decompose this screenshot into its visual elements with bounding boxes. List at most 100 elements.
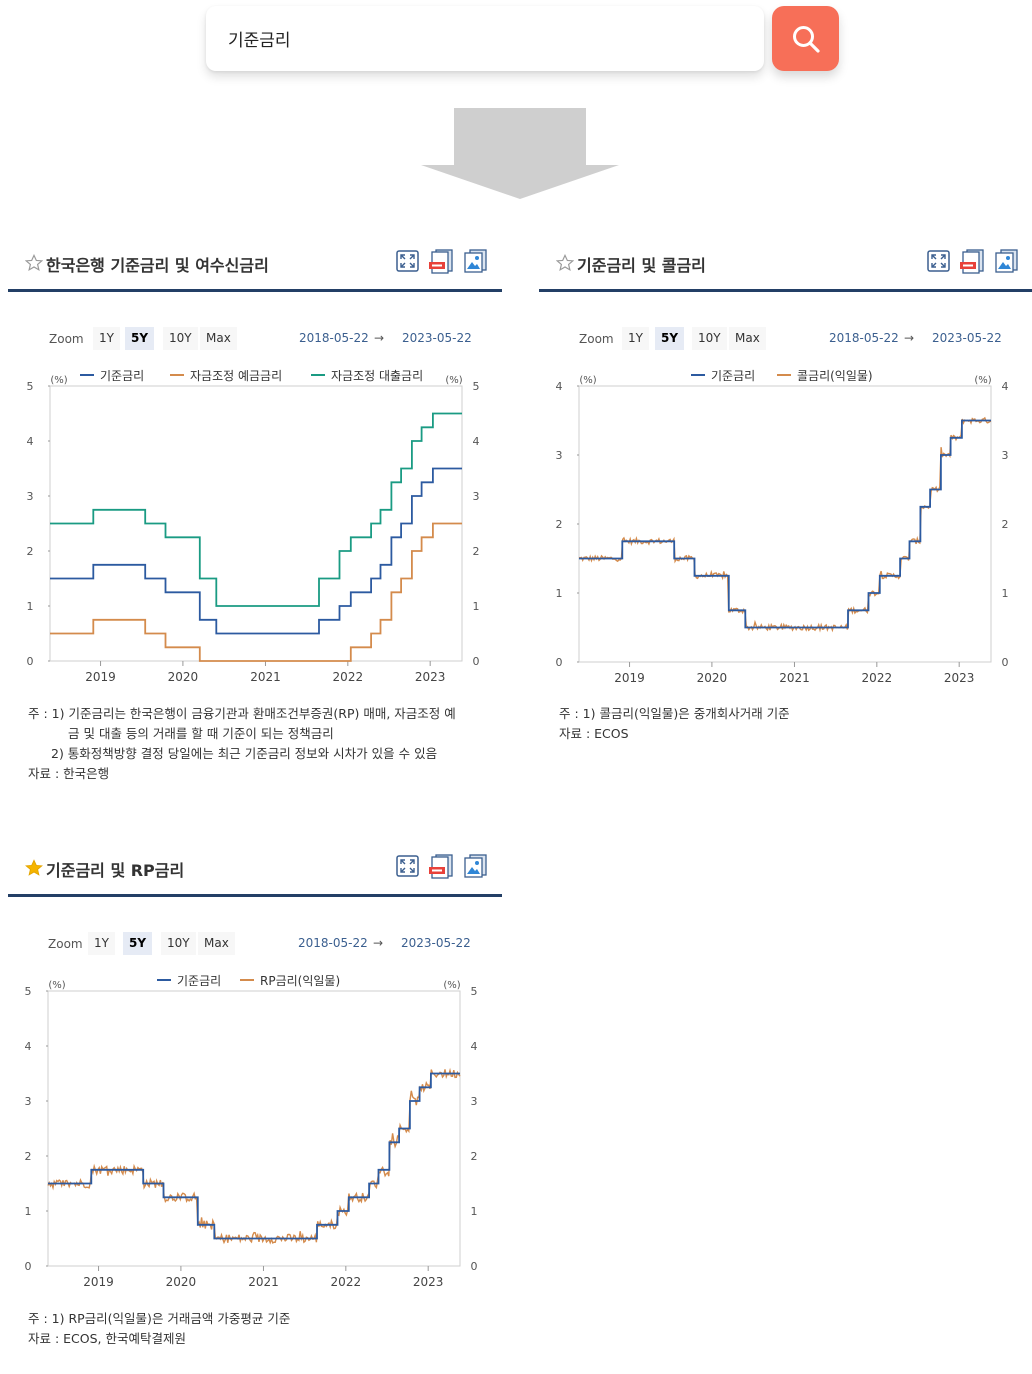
unit-label-left: (%) <box>50 375 67 386</box>
y-tick-left: 3 <box>27 490 34 503</box>
y-tick-left: 5 <box>27 380 34 393</box>
y-tick-right: 0 <box>473 655 480 668</box>
chart-notes: 주 : 1) 기준금리는 한국은행이 금융기관과 환매조건부증권(RP) 매매,… <box>28 704 456 784</box>
y-tick-right: 2 <box>473 545 480 558</box>
panel-title: 한국은행 기준금리 및 여수신금리 <box>46 256 269 275</box>
zoom-button-10y[interactable]: 10Y <box>692 327 727 350</box>
zoom-label: Zoom <box>48 937 83 951</box>
image-download-icon[interactable] <box>462 248 488 274</box>
fullscreen-icon[interactable] <box>395 248 421 274</box>
zoom-button-5y[interactable]: 5Y <box>123 932 153 955</box>
date-to[interactable]: 2023-05-22 <box>402 331 472 345</box>
x-tick-label: 2021 <box>779 671 810 685</box>
zoom-button-max[interactable]: Max <box>200 327 237 350</box>
image-download-icon[interactable] <box>993 248 1019 274</box>
date-from[interactable]: 2018-05-22 <box>298 936 368 950</box>
star-filled-icon[interactable] <box>25 859 43 877</box>
x-tick-label: 2023 <box>944 671 975 685</box>
x-tick-label: 2022 <box>862 671 893 685</box>
y-tick-left: 4 <box>556 380 563 393</box>
x-tick-label: 2019 <box>83 1275 114 1289</box>
data-download-icon[interactable] <box>428 248 454 274</box>
down-arrow-icon <box>421 108 619 199</box>
x-tick-label: 2022 <box>331 1275 362 1289</box>
legend-label: 기준금리 <box>177 974 222 988</box>
zoom-button-5y[interactable]: 5Y <box>125 327 155 350</box>
star-outline-icon[interactable] <box>556 254 574 272</box>
series-line-0[interactable] <box>48 1072 460 1240</box>
y-tick-right: 4 <box>473 435 480 448</box>
date-to[interactable]: 2023-05-22 <box>932 331 1002 345</box>
date-from[interactable]: 2018-05-22 <box>299 331 369 345</box>
chart-panel-policy-rate: 한국은행 기준금리 및 여수신금리 Zoom 1Y 5Y 10Y Max 2018-05-… <box>8 240 502 781</box>
note-line: 금 및 대출 등의 거래를 할 때 기준이 되는 정책금리 <box>68 726 334 741</box>
chart-area: Zoom 1Y 5Y 10Y Max 2018-05-22 → 2023-05-22 기준금리 자… <box>8 292 502 687</box>
unit-label-left: (%) <box>579 375 596 386</box>
star-outline-icon[interactable] <box>25 254 43 272</box>
search-box <box>206 6 764 71</box>
search-button[interactable] <box>772 6 839 71</box>
zoom-button-1y[interactable]: 1Y <box>622 327 649 350</box>
series-line-1[interactable] <box>578 416 992 633</box>
x-tick-label: 2020 <box>168 670 199 684</box>
x-tick-label: 2019 <box>85 670 116 684</box>
legend-swatch <box>157 978 171 981</box>
search-input[interactable] <box>228 20 728 56</box>
legend-swatch <box>311 373 325 376</box>
unit-label-right: (%) <box>974 375 991 386</box>
fullscreen-icon[interactable] <box>395 853 421 879</box>
legend-item[interactable]: 기준금리 <box>80 367 144 384</box>
zoom-button-5y[interactable]: 5Y <box>655 327 685 350</box>
data-download-icon[interactable] <box>428 853 454 879</box>
legend-item[interactable]: 기준금리 <box>691 367 755 384</box>
date-from[interactable]: 2018-05-22 <box>829 331 899 345</box>
zoom-button-max[interactable]: Max <box>198 932 235 955</box>
zoom-button-10y[interactable]: 10Y <box>163 327 198 350</box>
legend-item[interactable]: 자금조정 예금금리 <box>170 367 282 384</box>
y-tick-left: 3 <box>25 1095 32 1108</box>
note-line: 주 : 1) RP금리(익일물)은 거래금액 가중평균 기준 <box>28 1311 291 1326</box>
unit-label-right: (%) <box>443 980 460 991</box>
zoom-button-1y[interactable]: 1Y <box>88 932 115 955</box>
zoom-button-max[interactable]: Max <box>729 327 766 350</box>
series-line-2[interactable] <box>50 412 462 607</box>
date-arrow: → <box>373 936 384 950</box>
y-tick-left: 1 <box>556 587 563 600</box>
x-tick-label: 2019 <box>614 671 645 685</box>
y-tick-right: 1 <box>473 600 480 613</box>
fullscreen-icon[interactable] <box>926 248 952 274</box>
plot-frame <box>47 990 461 1267</box>
panel-title: 기준금리 및 콜금리 <box>577 256 706 275</box>
series-line-0[interactable] <box>579 419 991 629</box>
zoom-button-10y[interactable]: 10Y <box>161 932 196 955</box>
legend-label: 자금조정 대출금리 <box>331 369 424 383</box>
y-tick-right: 4 <box>1002 380 1009 393</box>
zoom-button-1y[interactable]: 1Y <box>93 327 120 350</box>
y-tick-left: 0 <box>25 1260 32 1273</box>
series-line-1[interactable] <box>50 522 462 662</box>
legend-item[interactable]: RP금리(익일물) <box>240 972 340 989</box>
x-tick-label: 2020 <box>697 671 728 685</box>
source-line: 자료 : ECOS <box>559 726 629 741</box>
x-tick-label: 2020 <box>166 1275 197 1289</box>
chart-area: Zoom 1Y 5Y 10Y Max 2018-05-22 → 2023-05-22 기준금리 콜… <box>539 292 1032 687</box>
y-tick-right: 0 <box>1002 656 1009 669</box>
legend-item[interactable]: 기준금리 <box>157 972 221 989</box>
x-tick-label: 2022 <box>333 670 364 684</box>
y-tick-right: 2 <box>471 1150 478 1163</box>
date-arrow: → <box>374 331 385 345</box>
x-tick-label: 2021 <box>250 670 281 684</box>
series-line-1[interactable] <box>47 1067 461 1245</box>
legend-item[interactable]: 자금조정 대출금리 <box>311 367 423 384</box>
date-to[interactable]: 2023-05-22 <box>401 936 471 950</box>
series-line-0[interactable] <box>50 467 462 635</box>
chart-svg: 0 0 1 1 2 2 3 3 4 4 5 5 (%) (%) 2019 2020 2021 2022 2023 <box>25 980 478 1289</box>
x-tick-label: 2023 <box>415 670 446 684</box>
data-download-icon[interactable] <box>959 248 985 274</box>
y-tick-left: 0 <box>556 656 563 669</box>
image-download-icon[interactable] <box>462 853 488 879</box>
panel-header: 기준금리 및 RP금리 <box>8 845 502 897</box>
legend-item[interactable]: 콜금리(익일물) <box>777 367 873 384</box>
legend-label: 기준금리 <box>711 369 756 383</box>
y-tick-left: 2 <box>27 545 34 558</box>
